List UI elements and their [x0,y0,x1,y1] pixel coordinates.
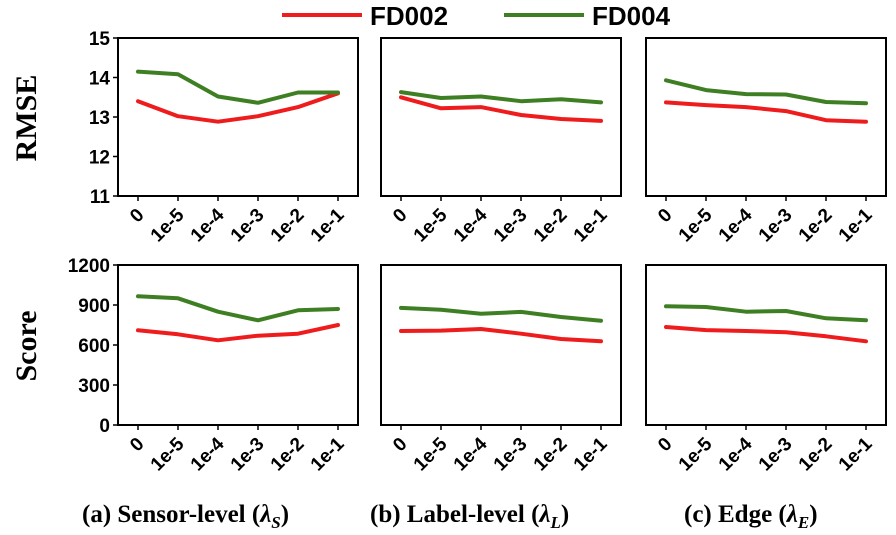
y-tick-label: 1200 [68,256,110,277]
y-tick-label: 13 [89,108,110,129]
series-line-fd002 [136,323,340,343]
caption-c: (c) Edge (λE) [684,501,818,532]
series-line-fd004 [399,305,603,323]
series-line-fd004 [664,78,868,106]
x-tick-label: 1e-3 [755,205,797,247]
x-tick-label: 0 [654,205,676,227]
legend-label-fd002: FD002 [370,1,448,31]
x-tick-label: 1e-2 [530,205,572,247]
x-tick-label: 1e-2 [530,434,572,476]
caption-a: (a) Sensor-level (λS) [82,501,289,532]
rmse-panel-b-frame [380,37,622,197]
caption-c-close: ) [809,501,817,528]
series-line-fd004 [136,294,340,323]
x-tick-label: 1e-5 [410,204,452,246]
series-line-fd004 [664,304,868,323]
rmse-panel-b: 01e-51e-41e-31e-21e-1 [380,37,622,247]
series-line-fd002 [399,327,603,344]
rmse-panel-a: 11 12 13 14 15 01e-51e-41e-31e-21e-1 [89,29,359,247]
x-tick-label: 1e-5 [147,204,189,246]
y-axis-label-score: Score [10,310,43,381]
caption-c-subscript: E [797,513,809,532]
series-line-fd004 [399,90,603,105]
x-tick-label: 0 [126,205,148,227]
x-tick-label: 1e-5 [410,433,452,475]
x-tick-label: 1e-3 [755,434,797,476]
x-tick-label: 1e-1 [835,433,877,475]
caption-a-symbol: λ [259,501,271,528]
x-tick-label: 1e-2 [267,205,309,247]
caption-c-text: (c) Edge ( [684,501,787,528]
y-tick-label: 300 [78,376,110,397]
caption-b-text: (b) Label-level ( [370,501,539,528]
y-tick-label: 15 [89,29,111,50]
x-tick-label: 0 [389,434,411,456]
y-axis-label-rmse: RMSE [10,75,43,162]
series-line-fd002 [399,95,603,123]
x-tick-label: 0 [389,205,411,227]
x-tick-label: 1e-1 [307,204,349,246]
caption-b: (b) Label-level (λL) [370,501,569,532]
x-tick-label: 1e-3 [490,434,532,476]
x-tick-label: 1e-5 [675,204,717,246]
caption-a-subscript: S [271,513,280,532]
score-panel-b-frame [380,264,622,426]
y-tick-label: 12 [89,148,110,169]
score-panel-c: 01e-51e-41e-31e-21e-1 [645,264,887,476]
caption-b-close: ) [561,501,569,528]
x-tick-label: 1e-3 [227,205,269,247]
score-panel-a-frame [117,264,359,426]
x-tick-label: 1e-4 [715,204,757,246]
x-tick-label: 1e-2 [795,434,837,476]
legend: FD002 FD004 [282,1,671,31]
y-tick-label: 0 [99,416,110,437]
score-panel-c-frame [645,264,887,426]
series-line-fd004 [136,69,340,105]
caption-a-close: ) [281,501,289,528]
series-line-fd002 [136,91,340,124]
y-tick-label: 14 [89,69,111,90]
score-panel-b: 01e-51e-41e-31e-21e-1 [380,264,622,476]
captions: (a) Sensor-level (λS) (b) Label-level (λ… [82,501,818,532]
y-tick-label: 600 [78,336,110,357]
x-tick-label: 0 [126,434,148,456]
x-tick-label: 1e-4 [715,433,757,475]
x-tick-label: 1e-3 [490,205,532,247]
caption-c-symbol: λ [786,501,798,528]
x-tick-label: 1e-1 [570,433,612,475]
y-tick-label: 11 [90,187,111,208]
series-line-fd002 [664,325,868,344]
x-tick-label: 1e-5 [147,433,189,475]
x-tick-label: 0 [654,434,676,456]
x-tick-label: 1e-5 [675,433,717,475]
caption-b-subscript: L [550,513,561,532]
legend-label-fd004: FD004 [592,1,671,31]
series-line-fd002 [664,100,868,124]
x-tick-label: 1e-1 [307,433,349,475]
x-tick-label: 1e-4 [187,433,229,475]
x-tick-label: 1e-4 [450,204,492,246]
rmse-panel-c-frame [645,37,887,197]
x-tick-label: 1e-1 [835,204,877,246]
y-tick-label: 900 [78,296,110,317]
x-tick-label: 1e-4 [187,204,229,246]
x-tick-label: 1e-3 [227,434,269,476]
rmse-panel-c: 01e-51e-41e-31e-21e-1 [645,37,887,247]
x-tick-label: 1e-1 [570,204,612,246]
caption-a-text: (a) Sensor-level ( [82,501,260,528]
x-tick-label: 1e-4 [450,433,492,475]
x-tick-label: 1e-2 [267,434,309,476]
caption-b-symbol: λ [538,501,550,528]
x-tick-label: 1e-2 [795,205,837,247]
